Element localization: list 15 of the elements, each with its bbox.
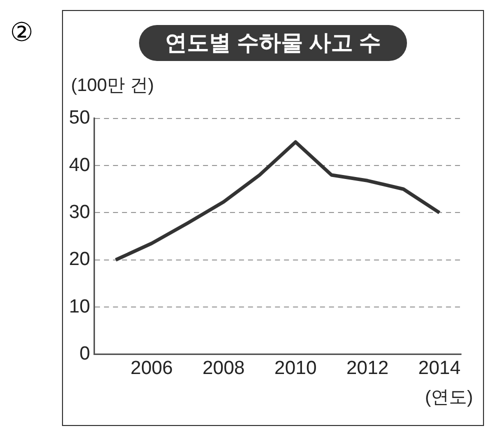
- x-tick-label: 2012: [346, 358, 389, 379]
- chart-title: 연도별 수하물 사고 수: [138, 25, 408, 61]
- text: ②: [10, 18, 34, 48]
- y-tick-label: 10: [68, 296, 90, 318]
- y-tick-label: 50: [68, 108, 90, 129]
- y-axis-title: (100만 건): [71, 74, 154, 97]
- y-tick-label: 0: [80, 343, 90, 364]
- x-tick-label: 2008: [202, 358, 245, 379]
- y-tick-label: 30: [68, 202, 90, 223]
- y-tick-label: 20: [68, 249, 90, 270]
- x-tick-label: 2006: [130, 358, 173, 379]
- y-tick-label: 40: [68, 154, 90, 176]
- x-tick-label: 2014: [418, 358, 461, 379]
- x-tick-label: 2010: [274, 358, 317, 379]
- x-axis-title: (연도): [425, 386, 473, 409]
